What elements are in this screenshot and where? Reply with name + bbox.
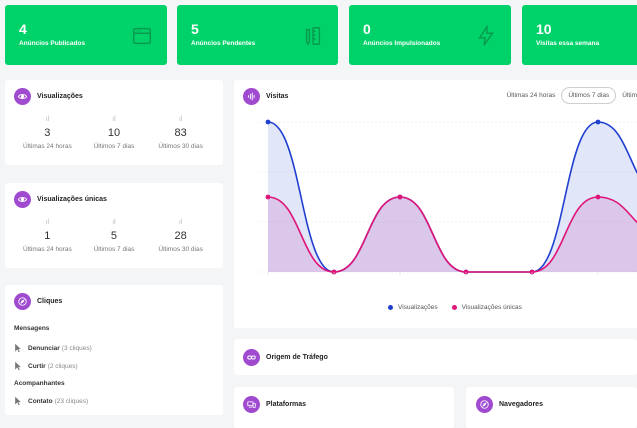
- ruler-pencil-icon: [305, 27, 321, 46]
- tab-30d[interactable]: Últim: [622, 92, 637, 99]
- tab-7d[interactable]: Últimos 7 dias: [561, 87, 617, 104]
- panel-title: Visualizações únicas: [37, 195, 107, 203]
- panel-title: Origem de Tráfego: [266, 353, 328, 361]
- clicks-panel: Cliques Mensagens Denunciar (3 cliques) …: [5, 285, 223, 415]
- panel-title: Visualizações: [37, 92, 83, 100]
- stat-value: 0: [363, 21, 371, 37]
- metric-24h: ıl 1 Últimas 24 horas: [16, 218, 78, 253]
- legend-dot: [388, 305, 393, 310]
- metric-value: 3: [44, 127, 51, 139]
- cursor-icon: [15, 361, 21, 371]
- stat-card-published[interactable]: 4 Anúncios Publicados: [5, 5, 167, 65]
- platforms-panel: Plataformas: [234, 387, 454, 428]
- stat-label: Visitas essa semana: [536, 40, 600, 47]
- metric-label: Últimos 7 dias: [93, 246, 135, 253]
- mini-chart-icon: ıl: [178, 116, 183, 123]
- click-item-name: Denunciar: [28, 344, 60, 352]
- data-point: [265, 194, 271, 200]
- eye-icon: [14, 190, 31, 208]
- metric-label: Últimas 24 horas: [22, 143, 72, 150]
- legend-item-views[interactable]: Visualizações: [388, 304, 438, 311]
- data-point: [595, 194, 601, 200]
- data-point: [265, 119, 271, 125]
- visits-panel: Visitas: [234, 80, 637, 328]
- stat-label: Anúncios Publicados: [19, 40, 86, 47]
- metric-7d: ıl 10 Últimos 7 dias: [83, 115, 145, 150]
- devices-icon: [243, 395, 260, 413]
- click-item-count: (3 cliques): [61, 344, 92, 352]
- mini-chart-icon: ıl: [112, 219, 116, 226]
- legend-dot: [451, 305, 457, 310]
- metric-24h: ıl 3 Últimas 24 horas: [16, 115, 78, 150]
- stat-label: Anúncios Pendentes: [191, 40, 256, 47]
- metric-7d: ıl 5 Últimos 7 dias: [83, 218, 145, 253]
- metric-label: Últimos 30 dias: [158, 143, 203, 150]
- legend-label: Visualizações: [398, 304, 438, 311]
- stat-value: 4: [19, 21, 27, 37]
- metric-value: 5: [110, 230, 118, 242]
- cursor-icon: [15, 343, 21, 353]
- sound-wave-icon: [243, 87, 260, 105]
- panel-title: Cliques: [37, 297, 63, 305]
- stat-label: Anúncios Impulsionados: [363, 40, 441, 47]
- link-icon: [243, 348, 260, 366]
- metric-label: Últimos 30 dias: [158, 246, 203, 253]
- compass-icon: [14, 292, 31, 310]
- metric-label: Últimas 24 horas: [22, 246, 72, 253]
- browsers-panel: Navegadores: [466, 387, 637, 428]
- panel-title: Visitas: [266, 92, 289, 100]
- click-item-name: Contato: [28, 397, 53, 405]
- lightning-icon: [478, 25, 494, 46]
- panel-title: Plataformas: [266, 400, 307, 408]
- browser-window-icon: [133, 27, 151, 45]
- metric-value: 28: [174, 230, 187, 242]
- stat-card-pending[interactable]: 5 Anúncios Pendentes: [177, 5, 338, 65]
- series-area: [268, 122, 637, 272]
- legend-label: Visualizações únicas: [461, 304, 522, 311]
- compass-icon: [476, 395, 493, 413]
- mini-chart-icon: ıl: [45, 116, 50, 123]
- tab-24h[interactable]: Últimas 24 horas: [506, 92, 556, 99]
- click-item-contact[interactable]: Contato (23 cliques): [14, 396, 223, 406]
- click-item-report[interactable]: Denunciar (3 cliques): [14, 343, 223, 353]
- metric-30d: ıl 83 Últimos 30 dias: [150, 115, 212, 150]
- traffic-panel: Origem de Tráfego: [234, 339, 637, 375]
- views-panel: Visualizações ıl 3 Últimas 24 horas ıl 10 Úl…: [5, 80, 223, 165]
- click-item-count: (23 cliques): [54, 397, 89, 405]
- click-group-title: Mensagens: [14, 325, 50, 332]
- click-item-name: Curtir: [28, 362, 46, 370]
- stat-card-boosted[interactable]: 0 Anúncios Impulsionados: [349, 5, 511, 65]
- click-group-title: Acompanhantes: [14, 380, 65, 387]
- panel-title: Navegadores: [499, 400, 543, 408]
- cursor-icon: [15, 396, 21, 406]
- stat-value: 10: [536, 21, 552, 37]
- stat-value: 5: [191, 21, 199, 37]
- stat-card-visits[interactable]: 10 Visitas essa semana: [522, 5, 637, 65]
- click-item-like[interactable]: Curtir (2 cliques): [14, 361, 223, 371]
- data-point: [595, 119, 601, 125]
- mini-chart-icon: ıl: [112, 116, 116, 123]
- period-tabs: Últimas 24 horas Últimos 7 dias Últim: [501, 87, 637, 104]
- metric-value: 83: [174, 127, 187, 139]
- chart-legend: Visualizações Visualizações únicas: [388, 304, 536, 311]
- unique-views-panel: Visualizações únicas ıl 1 Últimas 24 horas…: [5, 183, 223, 268]
- metric-30d: ıl 28 Últimos 30 dias: [150, 218, 212, 253]
- visits-chart: [259, 119, 637, 275]
- eye-icon: [14, 87, 31, 105]
- mini-chart-icon: ıl: [45, 219, 50, 226]
- data-point: [397, 194, 403, 200]
- mini-chart-icon: ıl: [178, 219, 183, 226]
- metric-value: 10: [107, 127, 121, 139]
- legend-item-unique-views[interactable]: Visualizações únicas: [451, 304, 522, 311]
- click-item-count: (2 cliques): [47, 362, 78, 370]
- series-area: [268, 197, 637, 272]
- metric-value: 1: [44, 230, 51, 242]
- metric-label: Últimos 7 dias: [93, 143, 135, 150]
